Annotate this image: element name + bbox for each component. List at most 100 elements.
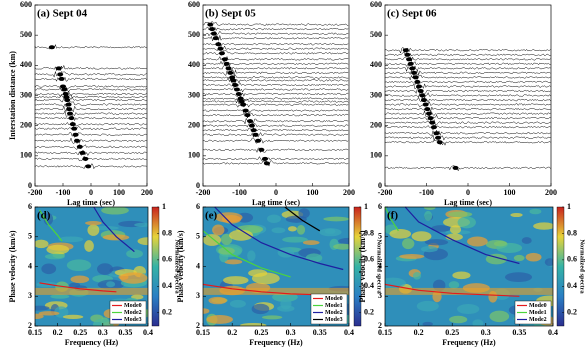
heatmap-blob (333, 243, 349, 250)
plot-frame (202, 206, 350, 327)
heatmap-blob (513, 254, 525, 262)
heatmap-blob (447, 211, 473, 218)
heatmap-blob (35, 239, 49, 249)
heatmap-blob (271, 227, 286, 234)
trace (34, 109, 147, 117)
y-tick-label: 500 (370, 30, 382, 39)
x-axis-label: Frequency (Hz) (249, 338, 303, 347)
plot-frame (34, 4, 148, 187)
arrival (240, 102, 247, 107)
trace (384, 46, 551, 54)
trace (384, 87, 551, 95)
x-tick-label: -200 (378, 188, 393, 197)
arrival (429, 120, 436, 125)
y-axis-label: Phase velocity (km/s) (176, 230, 185, 302)
arrival (414, 79, 421, 84)
colorbar-label: Normalized spectra (376, 239, 383, 294)
plot-frame (384, 4, 552, 187)
mode-curve (202, 283, 320, 296)
trace (202, 103, 349, 108)
heatmap-blob (489, 310, 510, 323)
trace (34, 71, 147, 78)
trace (384, 106, 551, 113)
x-axis-label: Frequency (Hz) (442, 338, 496, 347)
trace (202, 117, 349, 125)
y-tick-label: 200 (188, 120, 200, 129)
y-tick-label: 200 (370, 120, 382, 129)
y-tick-label: 400 (188, 60, 200, 69)
heatmap-blob (385, 277, 407, 289)
trace (384, 134, 551, 142)
heatmap-blob (544, 258, 553, 266)
mode-curve (384, 206, 399, 232)
heatmap-blob (449, 315, 468, 324)
heatmap-blob (298, 208, 310, 219)
x-axis-label: Lag time (sec) (444, 198, 492, 207)
heatmap-blob (472, 319, 484, 326)
x-tick-label: 0 (89, 188, 93, 197)
x-tick-label: 0.25 (445, 328, 459, 337)
colorbar-tick-label: 0.8 (364, 228, 374, 237)
arrival (427, 116, 434, 121)
x-tick-label: 0.4 (344, 328, 354, 337)
heatmap-blob (319, 228, 342, 237)
heatmap-blob (93, 318, 114, 326)
heatmap-blob (411, 231, 432, 242)
heatmap-blob (35, 305, 50, 311)
legend-label: Mode2 (529, 317, 547, 323)
trace (384, 92, 551, 99)
x-tick-label: 0.15 (378, 328, 392, 337)
plot-frame (384, 206, 554, 327)
trace (202, 126, 349, 134)
arrival (230, 78, 237, 83)
colorbar-tick-label: 1 (364, 202, 368, 211)
trace (34, 143, 147, 150)
arrival (237, 96, 244, 101)
trace (384, 114, 551, 121)
arrival (402, 48, 409, 53)
trace (34, 64, 147, 72)
trace (202, 35, 349, 42)
x-tick-label: 0.2 (53, 328, 63, 337)
x-tick-label: -100 (232, 188, 247, 197)
arrival (85, 164, 92, 169)
plot-frame (34, 206, 149, 327)
arrival (435, 135, 442, 140)
heatmap-blob (533, 222, 553, 230)
legend-label: Mode2 (124, 310, 142, 316)
y-tick-label: 5 (196, 232, 200, 241)
heatmap-blob (70, 275, 90, 284)
x-tick-label: 0.3 (286, 328, 296, 337)
heatmap-blob (35, 313, 44, 320)
heatmap-band (203, 287, 349, 295)
heatmap-blob (420, 246, 438, 253)
trace (202, 92, 349, 98)
arrival (215, 42, 222, 47)
y-tick-label: 0 (378, 181, 382, 190)
trace (384, 125, 551, 131)
colorbar-tick-label: 0.2 (567, 308, 577, 317)
heatmap-blob (43, 213, 54, 226)
colorbar-tick-label: 0.8 (162, 228, 172, 237)
arrival (76, 144, 83, 149)
heatmap-blob (424, 239, 449, 246)
trace (202, 26, 349, 32)
arrival (419, 93, 426, 98)
heatmap-blob (431, 225, 451, 232)
y-tick-label: 2 (28, 321, 32, 330)
arrival (55, 66, 62, 71)
heatmap-blob (126, 249, 143, 259)
heatmap-blob (218, 247, 235, 255)
trace (202, 108, 349, 114)
x-tick-label: 0 (466, 188, 470, 197)
trace (34, 132, 147, 138)
heatmap-blob (223, 276, 249, 285)
y-tick-label: 6 (28, 202, 32, 211)
arrival (67, 111, 73, 116)
trace (202, 111, 349, 119)
arrival (209, 27, 216, 32)
y-tick-label: 2 (378, 321, 382, 330)
arrival (452, 165, 459, 170)
legend-label: Mode0 (124, 303, 142, 309)
colorbar-label: Normalized spectra (174, 239, 181, 294)
